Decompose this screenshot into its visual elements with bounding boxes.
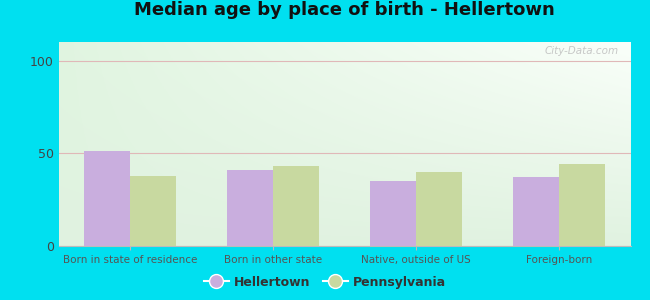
Bar bbox=[227, 170, 273, 246]
Bar bbox=[130, 176, 176, 246]
Bar bbox=[273, 166, 318, 246]
Title: Median age by place of birth - Hellertown: Median age by place of birth - Hellertow… bbox=[134, 1, 555, 19]
Bar bbox=[514, 177, 559, 246]
Bar bbox=[370, 181, 416, 246]
Legend: Hellertown, Pennsylvania: Hellertown, Pennsylvania bbox=[199, 271, 451, 294]
Text: City-Data.com: City-Data.com bbox=[545, 46, 619, 56]
Bar bbox=[559, 164, 604, 246]
Bar bbox=[84, 152, 130, 246]
Bar bbox=[416, 172, 462, 246]
